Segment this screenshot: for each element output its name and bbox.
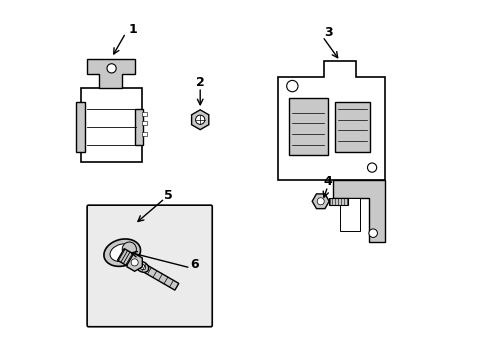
FancyBboxPatch shape <box>87 205 212 327</box>
Circle shape <box>317 198 324 205</box>
Text: 6: 6 <box>189 257 198 270</box>
FancyBboxPatch shape <box>134 109 143 145</box>
Polygon shape <box>311 194 328 209</box>
Polygon shape <box>191 110 208 130</box>
Polygon shape <box>117 249 133 266</box>
Bar <box>142 121 147 125</box>
Text: 1: 1 <box>128 23 137 36</box>
Bar <box>142 132 147 136</box>
Circle shape <box>286 80 297 92</box>
Circle shape <box>122 242 136 256</box>
Circle shape <box>195 115 204 124</box>
Ellipse shape <box>136 261 148 272</box>
Bar <box>142 112 147 116</box>
Polygon shape <box>332 180 384 242</box>
Ellipse shape <box>104 239 140 266</box>
Text: 4: 4 <box>323 175 331 188</box>
Ellipse shape <box>110 244 134 261</box>
FancyBboxPatch shape <box>81 88 142 162</box>
FancyBboxPatch shape <box>288 99 327 155</box>
Polygon shape <box>136 261 179 290</box>
Polygon shape <box>127 253 142 271</box>
Ellipse shape <box>139 264 145 270</box>
FancyBboxPatch shape <box>340 198 359 231</box>
Text: 3: 3 <box>324 26 332 39</box>
Polygon shape <box>86 59 134 88</box>
FancyBboxPatch shape <box>76 102 85 152</box>
Polygon shape <box>278 61 384 180</box>
Circle shape <box>367 163 376 172</box>
FancyBboxPatch shape <box>334 102 369 152</box>
Bar <box>328 198 347 205</box>
Text: 5: 5 <box>163 189 172 202</box>
Text: 2: 2 <box>195 76 204 89</box>
Circle shape <box>368 229 377 238</box>
Circle shape <box>107 64 116 73</box>
Circle shape <box>131 259 138 266</box>
